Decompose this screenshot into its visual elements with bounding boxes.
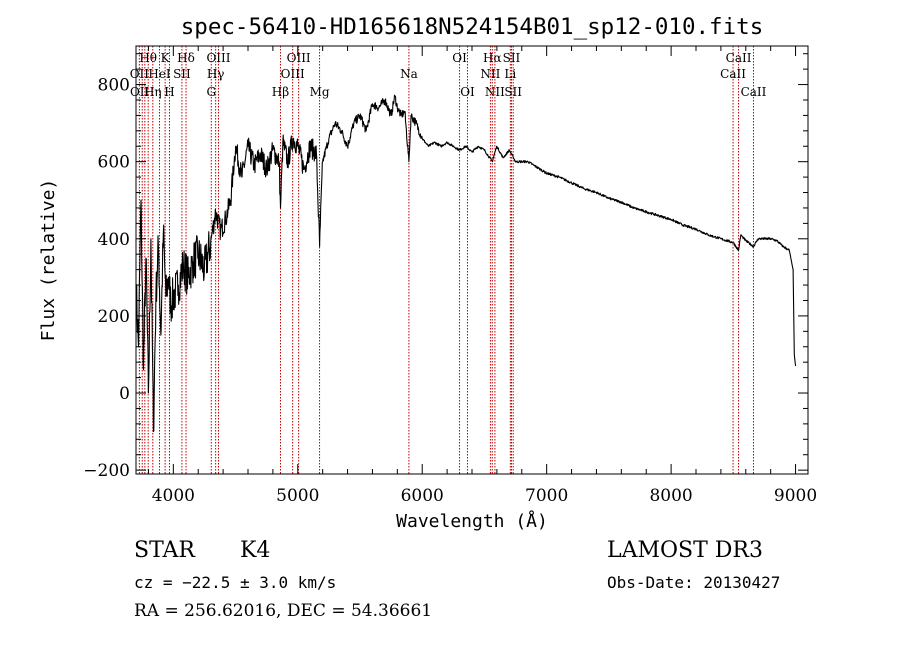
plot-frame bbox=[135, 45, 809, 475]
line-label: Na bbox=[400, 67, 418, 81]
line-label: Li bbox=[504, 67, 516, 81]
y-tick-label: 400 bbox=[98, 230, 130, 250]
line-label: OI bbox=[452, 51, 467, 65]
line-label: Hγ bbox=[207, 67, 225, 81]
y-tick-label: 0 bbox=[119, 384, 130, 404]
y-tick-label: −200 bbox=[83, 461, 130, 481]
y-tick-label: 800 bbox=[98, 76, 130, 96]
chart-title: spec-56410-HD165618N524154B01_sp12-010.f… bbox=[181, 14, 763, 40]
line-label: K bbox=[161, 51, 171, 65]
spectral-subclass: K4 bbox=[240, 538, 271, 563]
redshift-cz: cz = −22.5 ± 3.0 km/s bbox=[134, 573, 337, 592]
line-label: HeI bbox=[148, 67, 171, 81]
ra-dec: RA = 256.62016, DEC = 54.36661 bbox=[134, 601, 433, 621]
y-tick-label: 200 bbox=[98, 307, 130, 327]
x-tick-label: 7000 bbox=[525, 486, 568, 506]
line-label: OII bbox=[130, 85, 150, 99]
line-label: Hη bbox=[144, 85, 162, 99]
line-markers bbox=[138, 46, 754, 474]
line-label: OIII bbox=[281, 67, 305, 81]
line-label: CaII bbox=[741, 85, 767, 99]
line-label: OIII bbox=[287, 51, 311, 65]
x-tick-label: 5000 bbox=[276, 486, 319, 506]
line-label: SII bbox=[504, 85, 522, 99]
x-tick-label: 8000 bbox=[649, 486, 692, 506]
line-label: Hβ bbox=[272, 85, 289, 99]
y-axis-label: Flux (relative) bbox=[38, 179, 59, 342]
survey-name: LAMOST DR3 bbox=[607, 538, 763, 563]
line-label: OIII bbox=[206, 51, 230, 65]
line-label: OII bbox=[130, 67, 150, 81]
spectral-class: STAR bbox=[134, 538, 195, 563]
line-label: Hα bbox=[483, 51, 502, 65]
x-tick-label: 9000 bbox=[774, 486, 817, 506]
line-label: OI bbox=[460, 85, 475, 99]
line-label: SII bbox=[503, 51, 521, 65]
axis-ticks bbox=[136, 46, 808, 474]
y-tick-label: 600 bbox=[98, 153, 130, 173]
obs-date: Obs-Date: 20130427 bbox=[607, 573, 781, 592]
line-label: G bbox=[206, 85, 216, 99]
flux-series-line bbox=[135, 94, 797, 433]
x-tick-label: 6000 bbox=[401, 486, 444, 506]
line-label: H bbox=[164, 85, 174, 99]
line-label: Hθ bbox=[139, 51, 157, 65]
line-label: CaII bbox=[720, 67, 746, 81]
y-tick-labels: −200 0 200 400 600 800 bbox=[83, 76, 130, 482]
line-label: CaII bbox=[726, 51, 752, 65]
line-label: Mg bbox=[310, 85, 330, 99]
line-label: Hδ bbox=[177, 51, 195, 65]
x-axis-label: Wavelength (Å) bbox=[396, 510, 548, 532]
x-tick-labels: 4000 5000 6000 7000 8000 9000 bbox=[152, 486, 817, 506]
line-label: NII bbox=[480, 67, 500, 81]
line-label: NII bbox=[485, 85, 505, 99]
line-label: SII bbox=[173, 67, 191, 81]
x-tick-label: 4000 bbox=[152, 486, 195, 506]
